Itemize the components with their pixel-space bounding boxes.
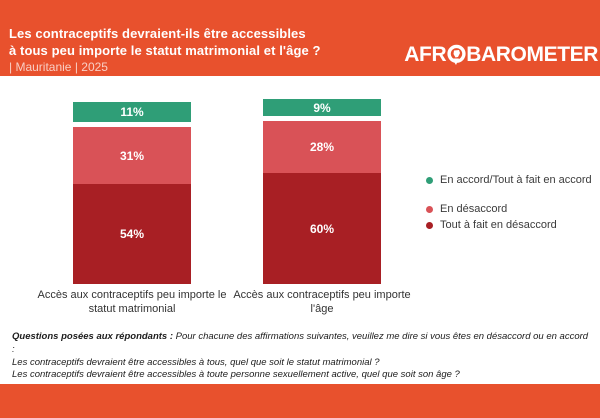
legend-item-2: En désaccord [426,202,592,217]
page-title-line1: Les contraceptifs devraient-ils être acc… [9,26,306,41]
footnote-line3: Les contraceptifs devraient être accessi… [12,369,460,381]
afrobarometer-logo: AFR BAROMETER [404,43,598,67]
footnote-line1: Questions posées aux répondants : Pour c… [12,331,590,357]
legend-dot-icon [426,206,433,213]
title-block: Les contraceptifs devraient-ils être acc… [9,25,321,75]
bar-2-segment-1: 9% [263,99,381,116]
legend-dot-icon [426,177,433,184]
bar-1-segment-1: 11% [73,102,191,122]
footnote-line2: Les contraceptifs devraient être accessi… [12,356,380,368]
bar-2-caption: Accès aux contraceptifs peu importe l'âge [233,289,411,315]
header-banner: Les contraceptifs devraient-ils être acc… [0,0,600,76]
legend-label: Tout à fait en désaccord [440,219,557,231]
stacked-bar-2: 9% 28% 60% [263,99,381,284]
footnote: Questions posées aux répondants : Pour c… [12,331,590,382]
footer-band [0,384,600,418]
bar-2-segment-3: 60% [263,173,381,284]
africa-globe-icon [446,44,466,66]
bar-2-segment-2: 28% [263,121,381,173]
stacked-bar-1: 11% 31% 54% [73,102,191,284]
bar-1-segment-3: 54% [73,184,191,284]
legend-item-1: En accord/Tout à fait en accord [426,173,592,188]
logo-text-suffix: BAROMETER [466,43,598,66]
bar-1-segment-2: 31% [73,127,191,184]
chart-legend: En accord/Tout à fait en accord En désacc… [426,173,592,233]
legend-dot-icon [426,222,433,229]
legend-label: En accord/Tout à fait en accord [440,174,592,186]
footnote-line1-rest: Pour chacune des affirmations suivantes,… [12,331,589,355]
legend-label: En désaccord [440,203,508,215]
page-subtitle: | Mauritanie | 2025 [9,60,108,74]
page-title-line2: à tous peu importe le statut matrimonial… [9,43,321,58]
logo-text-prefix: AFR [404,43,447,66]
bar-1-caption: Accès aux contraceptifs peu importe le st… [37,289,227,315]
footnote-lead: Questions posées aux répondants : [12,331,174,342]
legend-item-3: Tout à fait en désaccord [426,218,592,233]
